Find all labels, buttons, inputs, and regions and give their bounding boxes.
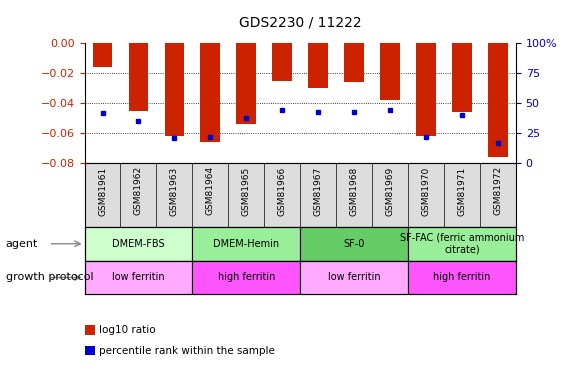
Bar xyxy=(345,43,364,82)
Bar xyxy=(272,43,292,81)
Text: high ferritin: high ferritin xyxy=(217,273,275,282)
Text: growth protocol: growth protocol xyxy=(6,273,93,282)
Text: log10 ratio: log10 ratio xyxy=(99,325,156,335)
Text: GSM81963: GSM81963 xyxy=(170,166,179,216)
Text: GSM81962: GSM81962 xyxy=(134,166,143,215)
Text: low ferritin: low ferritin xyxy=(112,273,165,282)
Bar xyxy=(85,261,192,294)
Text: GSM81965: GSM81965 xyxy=(242,166,251,216)
Bar xyxy=(192,227,300,261)
Text: percentile rank within the sample: percentile rank within the sample xyxy=(99,346,275,355)
Text: GSM81967: GSM81967 xyxy=(314,166,323,216)
Bar xyxy=(192,261,300,294)
Bar xyxy=(300,261,408,294)
Text: GSM81972: GSM81972 xyxy=(493,166,503,215)
Text: GDS2230 / 11222: GDS2230 / 11222 xyxy=(239,15,361,29)
Text: low ferritin: low ferritin xyxy=(328,273,381,282)
Bar xyxy=(416,43,436,136)
Text: SF-0: SF-0 xyxy=(343,239,365,249)
Text: SF-FAC (ferric ammonium
citrate): SF-FAC (ferric ammonium citrate) xyxy=(400,233,524,255)
Bar xyxy=(408,261,516,294)
Bar xyxy=(201,43,220,142)
Bar xyxy=(85,227,192,261)
Text: GSM81970: GSM81970 xyxy=(422,166,431,216)
Bar xyxy=(488,43,508,157)
Text: DMEM-Hemin: DMEM-Hemin xyxy=(213,239,279,249)
Text: high ferritin: high ferritin xyxy=(433,273,491,282)
Text: GSM81968: GSM81968 xyxy=(350,166,359,216)
Text: GSM81969: GSM81969 xyxy=(385,166,395,216)
Bar xyxy=(308,43,328,88)
Text: DMEM-FBS: DMEM-FBS xyxy=(112,239,165,249)
Bar xyxy=(93,43,113,67)
Bar xyxy=(237,43,256,124)
Bar xyxy=(408,227,516,261)
Text: GSM81964: GSM81964 xyxy=(206,166,215,215)
Bar xyxy=(164,43,184,136)
Bar xyxy=(300,227,408,261)
Bar xyxy=(129,43,148,111)
Text: agent: agent xyxy=(6,239,38,249)
Text: GSM81966: GSM81966 xyxy=(278,166,287,216)
Bar xyxy=(452,43,472,112)
Text: GSM81971: GSM81971 xyxy=(458,166,466,216)
Text: GSM81961: GSM81961 xyxy=(98,166,107,216)
Bar xyxy=(380,43,400,100)
